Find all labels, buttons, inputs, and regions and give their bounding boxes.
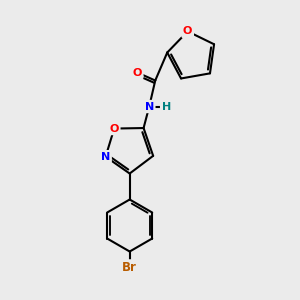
Text: N: N [101,152,110,162]
Text: N: N [145,101,154,112]
Text: O: O [133,68,142,77]
Text: H: H [162,101,171,112]
Text: O: O [110,124,119,134]
Text: Br: Br [122,261,137,274]
Text: O: O [183,26,192,36]
